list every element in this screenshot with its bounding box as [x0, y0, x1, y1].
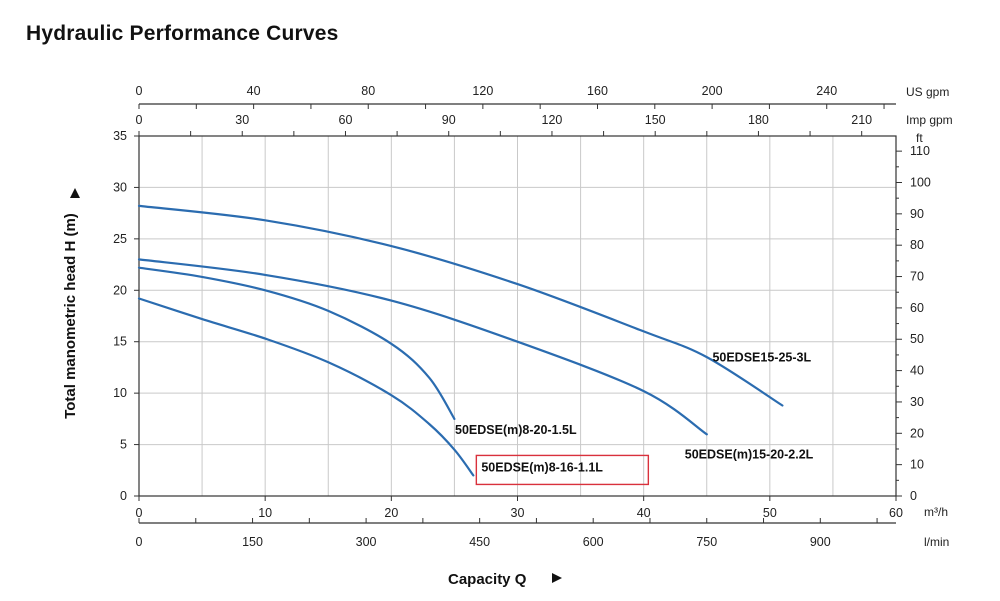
imp-gpm-tick-label: 210 — [851, 113, 872, 127]
y-tick-label: 0 — [120, 489, 127, 503]
imp-gpm-unit-label: Imp gpm — [906, 113, 953, 127]
imp-gpm-tick-label: 90 — [442, 113, 456, 127]
curve-line — [137, 297, 475, 477]
x-tick-label: 60 — [889, 506, 903, 520]
lmin-unit-label: l/min — [924, 535, 949, 549]
ft-tick-label: 20 — [910, 426, 924, 440]
ft-tick-label: 90 — [910, 207, 924, 221]
lmin-tick-label: 600 — [583, 535, 604, 549]
y-tick-label: 30 — [113, 180, 127, 194]
y-tick-label: 10 — [113, 386, 127, 400]
curve-line — [137, 258, 708, 436]
series-label: 50EDSE15-25-3L — [712, 350, 811, 364]
curve-line — [137, 204, 784, 407]
imp-gpm-tick-label: 120 — [542, 113, 563, 127]
ft-tick-label: 110 — [910, 144, 930, 158]
x-tick-label: 40 — [637, 506, 651, 520]
ft-tick-label: 80 — [910, 238, 924, 252]
grid-layer — [138, 135, 897, 497]
y-tick-label: 20 — [113, 283, 127, 297]
labels-layer: Capacity Q Total manometric head H (m) 50E… — [62, 188, 814, 588]
ft-tick-label: 50 — [910, 332, 924, 346]
x-tick-label: 0 — [136, 506, 143, 520]
lmin-tick-label: 300 — [356, 535, 377, 549]
imp-gpm-tick-label: 0 — [136, 113, 143, 127]
ft-tick-label: 60 — [910, 301, 924, 315]
lmin-tick-label: 750 — [696, 535, 717, 549]
y-tick-label: 35 — [113, 129, 127, 143]
ft-unit-label: ft — [916, 131, 923, 145]
x-tick-label: 50 — [763, 506, 777, 520]
x-tick-label: 10 — [258, 506, 272, 520]
y-tick-label: 5 — [120, 438, 127, 452]
imp-gpm-tick-label: 150 — [645, 113, 666, 127]
lmin-tick-label: 150 — [242, 535, 263, 549]
series-label: 50EDSE(m)8-20-1.5L — [455, 423, 577, 437]
lmin-tick-label: 450 — [469, 535, 490, 549]
us-gpm-tick-label: 200 — [702, 84, 723, 98]
lmin-tick-label: 900 — [810, 535, 831, 549]
ft-tick-label: 40 — [910, 364, 924, 378]
axes-layer: 051015202530350102030405060708090100110f… — [113, 84, 953, 549]
lmin-tick-label: 0 — [136, 535, 143, 549]
ft-tick-label: 70 — [910, 270, 924, 284]
y-axis-arrow-icon — [70, 188, 80, 198]
ft-tick-label: 0 — [910, 489, 917, 503]
y-axis-title: Total manometric head H (m) — [62, 213, 79, 419]
us-gpm-unit-label: US gpm — [906, 85, 949, 99]
us-gpm-tick-label: 120 — [472, 84, 493, 98]
page-title: Hydraulic Performance Curves — [26, 22, 339, 45]
x-tick-label: 20 — [384, 506, 398, 520]
x-tick-label: 30 — [511, 506, 525, 520]
curve-line — [137, 266, 456, 420]
curves-layer — [137, 204, 784, 477]
imp-gpm-tick-label: 30 — [235, 113, 249, 127]
ft-tick-label: 30 — [910, 395, 924, 409]
imp-gpm-tick-label: 180 — [748, 113, 769, 127]
us-gpm-tick-label: 80 — [361, 84, 375, 98]
y-tick-label: 25 — [113, 232, 127, 246]
x-unit-label: m³/h — [924, 505, 948, 519]
series-label: 50EDSE(m)15-20-2.2L — [685, 447, 814, 461]
x-axis-title: Capacity Q — [448, 571, 527, 588]
us-gpm-tick-label: 160 — [587, 84, 608, 98]
series-label: 50EDSE(m)8-16-1.1L — [481, 460, 603, 474]
ft-tick-label: 100 — [910, 175, 931, 189]
us-gpm-tick-label: 240 — [816, 84, 837, 98]
x-axis-arrow-icon — [552, 573, 562, 583]
highlight-box — [475, 454, 650, 486]
imp-gpm-tick-label: 60 — [339, 113, 353, 127]
ft-tick-label: 10 — [910, 458, 924, 472]
us-gpm-tick-label: 40 — [247, 84, 261, 98]
us-gpm-tick-label: 0 — [136, 84, 143, 98]
y-tick-label: 15 — [113, 335, 127, 349]
